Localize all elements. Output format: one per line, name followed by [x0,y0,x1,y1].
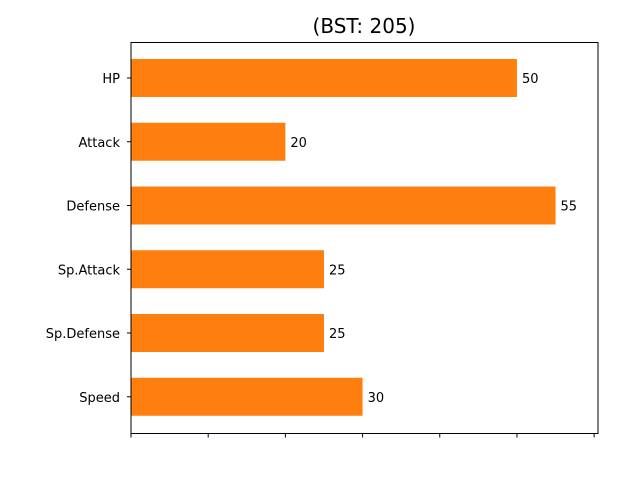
data-label-speed: 30 [368,391,385,406]
bar-attack [131,122,286,161]
bar-defense [131,186,556,225]
data-label-defense: 55 [561,200,578,215]
plot-frame [130,42,599,434]
bar-hp [131,59,517,97]
y-tick-label-hp: HP [102,72,120,87]
data-label-sp-defense: 25 [329,327,346,342]
y-ticks [127,77,131,398]
y-tick-label-sp-attack: Sp.Attack [58,263,121,278]
bar-sp-defense [131,314,324,352]
data-labels: 50 20 55 25 25 30 [290,72,577,406]
x-ticks [130,433,595,438]
y-tick-labels: HP Attack Defense Sp.Attack Sp.Defense Speed [46,72,121,406]
data-label-sp-attack: 25 [329,263,346,278]
y-tick-label-speed: Speed [79,391,120,406]
y-tick-label-defense: Defense [66,200,120,215]
bar-sp-attack [131,250,324,289]
bars-group [131,59,556,416]
bar-speed [131,377,363,416]
data-label-hp: 50 [522,72,539,87]
data-label-attack: 20 [290,136,307,151]
chart-title: (BST: 205) [313,14,416,38]
y-tick-label-sp-defense: Sp.Defense [46,327,120,342]
y-tick-label-attack: Attack [78,136,120,151]
